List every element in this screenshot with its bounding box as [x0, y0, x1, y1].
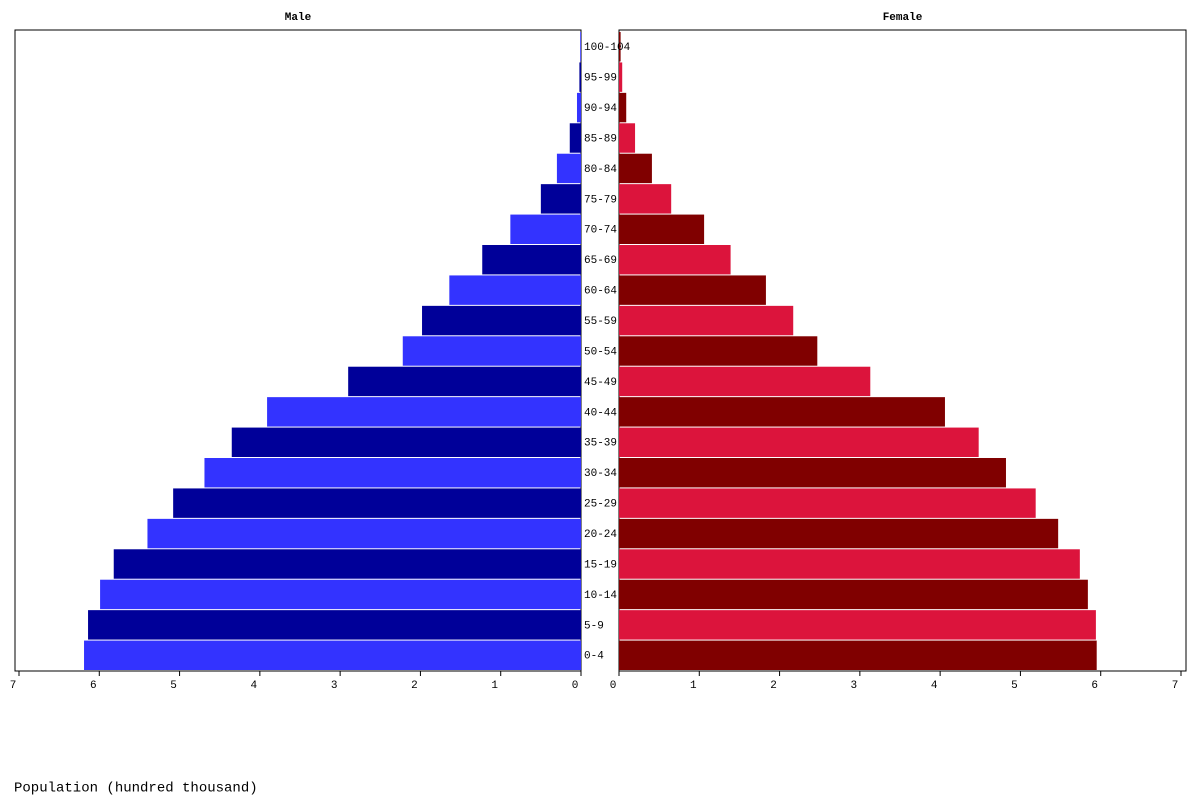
x-tick-label: 4 — [931, 680, 938, 692]
bar — [510, 214, 581, 244]
age-label: 20-24 — [584, 529, 617, 541]
age-label: 45-49 — [584, 377, 617, 389]
age-label: 25-29 — [584, 499, 617, 511]
bar — [147, 518, 581, 549]
age-label: 30-34 — [584, 468, 617, 480]
panel-title: Male — [285, 12, 312, 24]
age-label: 0-4 — [584, 651, 604, 663]
bar — [579, 62, 581, 92]
bar — [619, 366, 871, 397]
x-tick-label: 7 — [1172, 680, 1179, 692]
age-label: 65-69 — [584, 255, 617, 267]
x-tick-label: 2 — [770, 680, 777, 692]
bar — [619, 518, 1059, 549]
bar — [619, 32, 621, 62]
bar — [619, 488, 1036, 518]
x-tick-label: 6 — [1091, 680, 1098, 692]
bar — [402, 336, 581, 366]
bar — [619, 458, 1006, 488]
x-tick-label: 5 — [1011, 680, 1018, 692]
x-tick-label: 5 — [170, 680, 177, 692]
age-label: 55-59 — [584, 316, 617, 328]
panel-title: Female — [883, 12, 923, 24]
bar — [84, 640, 581, 670]
bar — [619, 92, 627, 123]
x-tick-label: 1 — [690, 680, 697, 692]
bar — [173, 488, 582, 518]
bar — [231, 427, 581, 457]
age-label: 50-54 — [584, 346, 617, 358]
age-label: 95-99 — [584, 73, 617, 85]
bar — [619, 640, 1097, 670]
bar — [619, 123, 636, 153]
age-label: 70-74 — [584, 225, 617, 237]
age-label: 60-64 — [584, 286, 617, 298]
age-label: 90-94 — [584, 103, 617, 115]
age-label: 5-9 — [584, 620, 604, 632]
bar — [619, 549, 1080, 579]
x-tick-label: 0 — [572, 680, 579, 692]
bar — [619, 245, 731, 275]
bar — [619, 610, 1096, 640]
bar — [422, 305, 581, 336]
bar — [619, 336, 818, 366]
bar — [556, 153, 581, 184]
age-label: 15-19 — [584, 559, 617, 571]
bar — [619, 275, 766, 305]
x-tick-label: 2 — [411, 680, 418, 692]
x-tick-label: 0 — [610, 680, 617, 692]
bar — [619, 427, 979, 457]
bar — [348, 366, 581, 397]
bar — [619, 153, 652, 184]
bar — [113, 549, 581, 579]
bar — [619, 62, 623, 92]
bar — [100, 579, 582, 610]
age-label: 85-89 — [584, 133, 617, 145]
x-tick-label: 1 — [491, 680, 498, 692]
bar — [619, 397, 945, 427]
bar — [482, 245, 581, 275]
age-label: 10-14 — [584, 590, 617, 602]
bar — [576, 92, 581, 123]
bar — [619, 579, 1088, 610]
x-tick-label: 4 — [251, 680, 258, 692]
x-tick-label: 3 — [331, 680, 338, 692]
age-label: 40-44 — [584, 407, 617, 419]
bar — [619, 305, 794, 336]
age-label: 35-39 — [584, 438, 617, 450]
age-label: 80-84 — [584, 164, 617, 176]
bar — [569, 123, 581, 153]
bar — [449, 275, 581, 305]
bar — [619, 214, 705, 244]
x-tick-label: 6 — [90, 680, 97, 692]
age-label: 75-79 — [584, 194, 617, 206]
bar — [204, 458, 581, 488]
x-tick-label: 7 — [10, 680, 17, 692]
bar — [88, 610, 581, 640]
x-axis-label: Population (hundred thousand) — [14, 781, 258, 797]
bar — [580, 32, 581, 62]
bar — [267, 397, 581, 427]
bar — [540, 184, 581, 214]
x-tick-label: 3 — [851, 680, 858, 692]
age-label: 100-104 — [584, 42, 631, 54]
bar — [619, 184, 672, 214]
